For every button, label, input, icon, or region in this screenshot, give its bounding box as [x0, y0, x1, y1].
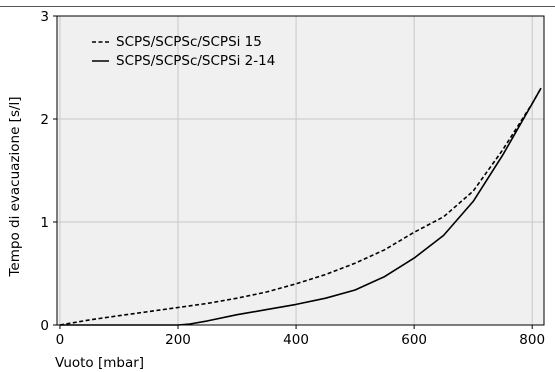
y-tick-label: 1: [40, 215, 49, 231]
series-line-1: [59, 87, 542, 326]
plot-frame: [56, 15, 545, 326]
plot-area: [57, 16, 544, 325]
tick-labels: 0 200 400 600 800 0 1 2 3: [40, 9, 545, 348]
x-tick-label: 600: [401, 332, 427, 348]
legend-label-2: SCPS/SCPSc/SCPSi 2-14: [116, 53, 275, 69]
y-tick-label: 2: [40, 112, 49, 128]
x-axis-label: Vuoto [mbar]: [55, 355, 144, 371]
legend: SCPS/SCPSc/SCPSi 15 SCPS/SCPSc/SCPSi 2-14: [92, 34, 275, 69]
ticks: [53, 15, 533, 329]
y-tick-label: 0: [40, 318, 49, 334]
x-tick-label: 400: [283, 332, 309, 348]
y-tick-label: 3: [40, 9, 49, 25]
x-tick-label: 800: [519, 332, 545, 348]
x-tick-label: 0: [56, 332, 65, 348]
y-axis-label: Tempo di evacuazione [s/l]: [7, 96, 23, 277]
x-tick-label: 200: [165, 332, 191, 348]
legend-label-1: SCPS/SCPSc/SCPSi 15: [116, 34, 262, 50]
